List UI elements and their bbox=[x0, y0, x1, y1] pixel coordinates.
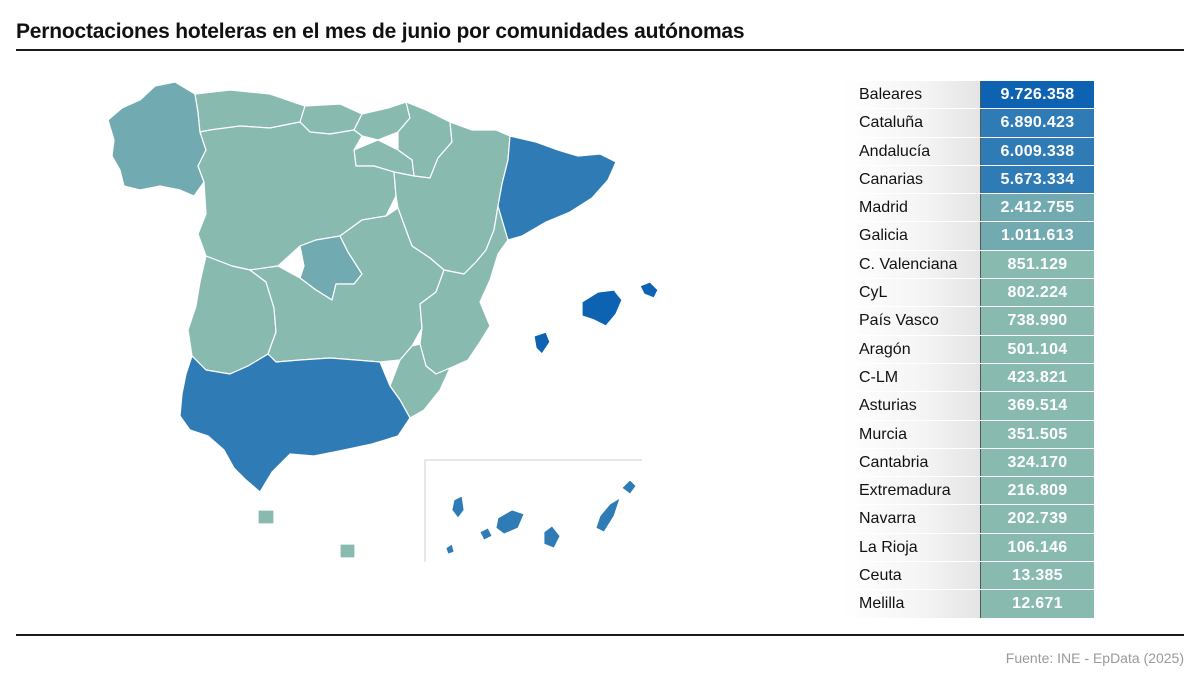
region-value: 13.385 bbox=[981, 562, 1094, 590]
region-value: 9.726.358 bbox=[981, 81, 1094, 109]
region-value: 6.009.338 bbox=[981, 137, 1094, 165]
region-melilla[interactable] bbox=[339, 543, 356, 559]
region-value: 2.412.755 bbox=[981, 194, 1094, 222]
region-value: 216.809 bbox=[981, 477, 1094, 505]
table-row: CyL 802.224 bbox=[843, 279, 1095, 307]
region-name: Navarra bbox=[843, 505, 981, 533]
region-name: Asturias bbox=[843, 392, 981, 420]
table-row: Andalucía 6.009.338 bbox=[843, 137, 1095, 165]
table-row: Asturias 369.514 bbox=[843, 392, 1095, 420]
region-value: 324.170 bbox=[981, 448, 1094, 477]
table-row: C. Valenciana 851.129 bbox=[843, 250, 1095, 279]
region-name: C. Valenciana bbox=[843, 250, 981, 279]
region-name: Canarias bbox=[843, 165, 981, 194]
table-row: Melilla 12.671 bbox=[843, 590, 1095, 618]
region-value: 351.505 bbox=[981, 420, 1094, 448]
region-name: Extremadura bbox=[843, 477, 981, 505]
table-row: Cataluña 6.890.423 bbox=[843, 109, 1095, 137]
region-ceuta[interactable] bbox=[257, 509, 275, 525]
region-value: 12.671 bbox=[981, 590, 1094, 618]
region-name: Andalucía bbox=[843, 137, 981, 165]
table-row: Galicia 1.011.613 bbox=[843, 222, 1095, 250]
region-name: Cataluña bbox=[843, 109, 981, 137]
table-row: Cantabria 324.170 bbox=[843, 448, 1095, 477]
region-name: Madrid bbox=[843, 194, 981, 222]
region-name: País Vasco bbox=[843, 307, 981, 335]
region-name: C-LM bbox=[843, 363, 981, 392]
ranking-table: Baleares 9.726.358 Cataluña 6.890.423 Andalu… bbox=[843, 81, 1095, 619]
table-row: Madrid 2.412.755 bbox=[843, 194, 1095, 222]
region-name: Galicia bbox=[843, 222, 981, 250]
region-name: Baleares bbox=[843, 81, 981, 109]
region-andalucia[interactable] bbox=[179, 353, 411, 493]
region-name: Ceuta bbox=[843, 562, 981, 590]
table-row: Ceuta 13.385 bbox=[843, 562, 1095, 590]
source-note: Fuente: INE - EpData (2025) bbox=[1005, 650, 1184, 666]
region-value: 369.514 bbox=[981, 392, 1094, 420]
region-value: 423.821 bbox=[981, 363, 1094, 392]
region-baleares[interactable] bbox=[533, 281, 659, 355]
region-name: Cantabria bbox=[843, 448, 981, 477]
region-galicia[interactable] bbox=[107, 81, 207, 197]
map-title: Pernoctaciones hoteleras en el mes de ju… bbox=[16, 20, 745, 43]
table-row: Extremadura 216.809 bbox=[843, 477, 1095, 505]
region-value: 202.739 bbox=[981, 505, 1094, 533]
region-name: La Rioja bbox=[843, 533, 981, 562]
region-name: Melilla bbox=[843, 590, 981, 618]
region-cantabria[interactable] bbox=[299, 103, 363, 135]
region-value: 106.146 bbox=[981, 533, 1094, 562]
spain-choropleth-map bbox=[107, 81, 659, 562]
region-value: 501.104 bbox=[981, 335, 1094, 363]
region-canarias[interactable] bbox=[445, 479, 637, 555]
table-row: País Vasco 738.990 bbox=[843, 307, 1095, 335]
region-name: Aragón bbox=[843, 335, 981, 363]
canarias-inset-frame bbox=[424, 459, 642, 562]
region-value: 5.673.334 bbox=[981, 165, 1094, 194]
region-name: Murcia bbox=[843, 420, 981, 448]
table-row: La Rioja 106.146 bbox=[843, 533, 1095, 562]
region-value: 738.990 bbox=[981, 307, 1094, 335]
region-cataluna[interactable] bbox=[497, 135, 617, 241]
footer-divider bbox=[16, 634, 1184, 636]
region-value: 851.129 bbox=[981, 250, 1094, 279]
table-row: Aragón 501.104 bbox=[843, 335, 1095, 363]
table-row: Murcia 351.505 bbox=[843, 420, 1095, 448]
table-row: C-LM 423.821 bbox=[843, 363, 1095, 392]
table-row: Navarra 202.739 bbox=[843, 505, 1095, 533]
title-divider bbox=[16, 49, 1184, 51]
region-value: 1.011.613 bbox=[981, 222, 1094, 250]
region-value: 802.224 bbox=[981, 279, 1094, 307]
table-row: Canarias 5.673.334 bbox=[843, 165, 1095, 194]
region-name: CyL bbox=[843, 279, 981, 307]
region-value: 6.890.423 bbox=[981, 109, 1094, 137]
table-row: Baleares 9.726.358 bbox=[843, 81, 1095, 109]
